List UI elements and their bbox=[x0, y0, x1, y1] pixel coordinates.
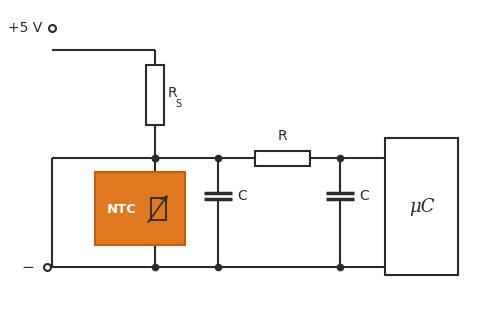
Text: C: C bbox=[359, 189, 369, 203]
Text: +5 V: +5 V bbox=[8, 21, 42, 35]
Text: −: − bbox=[21, 260, 34, 275]
Text: R: R bbox=[168, 86, 178, 100]
Text: μC: μC bbox=[409, 197, 434, 216]
Bar bbox=[95, 172, 185, 245]
Bar bbox=[255, 151, 310, 165]
Text: S: S bbox=[175, 99, 181, 109]
Text: C: C bbox=[237, 189, 247, 203]
Bar bbox=[150, 197, 166, 219]
Text: NTC: NTC bbox=[107, 203, 137, 216]
Bar bbox=[146, 65, 164, 125]
Bar bbox=[385, 138, 458, 275]
Text: R: R bbox=[278, 128, 287, 143]
